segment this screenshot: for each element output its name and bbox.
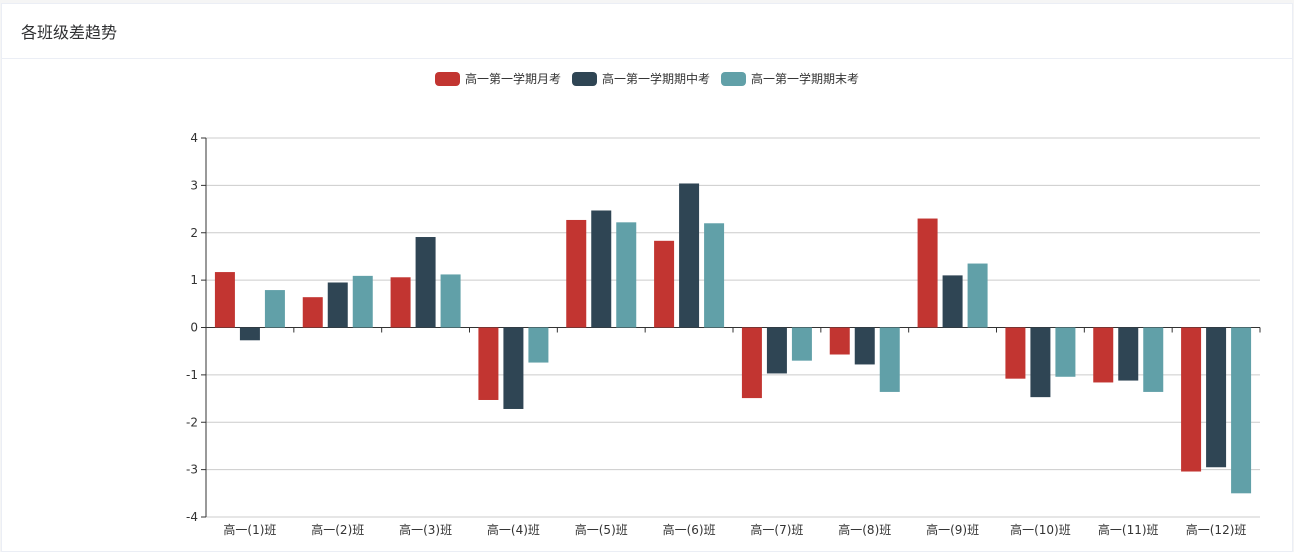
y-tick-label: 2	[190, 226, 198, 240]
bar-2-6	[679, 183, 700, 328]
x-tick-label: 高一(11)班	[1098, 522, 1159, 537]
bar-2-12	[1206, 327, 1227, 468]
legend-item-final[interactable]: 高一第一学期期末考	[721, 70, 859, 87]
legend-item-midterm[interactable]: 高一第一学期期中考	[571, 70, 710, 87]
bar-1-1	[214, 272, 235, 328]
bar-2-3	[415, 237, 436, 328]
y-tick-label: -4	[186, 510, 198, 524]
bar-3-5	[616, 222, 637, 328]
bar-2-5	[591, 210, 612, 328]
bar-1-4	[478, 327, 499, 400]
bar-1-2	[302, 297, 323, 328]
bar-2-1	[239, 327, 260, 341]
bar-3-6	[704, 223, 725, 328]
bar-3-3	[440, 274, 461, 328]
y-tick-label: -3	[186, 463, 198, 477]
x-tick-label: 高一(12)班	[1186, 522, 1247, 537]
bar-1-10	[1005, 327, 1026, 379]
bar-1-9	[917, 218, 938, 328]
bar-1-11	[1093, 327, 1114, 383]
x-tick-label: 高一(8)班	[838, 522, 891, 537]
bar-3-1	[264, 290, 285, 328]
panel-header: 各班级差趋势	[2, 4, 1292, 59]
x-tick-label: 高一(4)班	[487, 522, 540, 537]
x-tick-label: 高一(3)班	[399, 522, 452, 537]
bar-3-8	[879, 327, 900, 392]
x-tick-label: 高一(6)班	[663, 522, 716, 537]
bar-3-7	[791, 327, 812, 361]
legend-label-midterm: 高一第一学期期中考	[601, 72, 710, 86]
bar-2-10	[1030, 327, 1051, 398]
bar-2-7	[766, 327, 787, 374]
x-tick-label: 高一(10)班	[1010, 522, 1071, 537]
bar-3-11	[1143, 327, 1164, 392]
bar-3-9	[967, 263, 988, 328]
y-tick-label: -2	[186, 415, 198, 429]
bar-2-11	[1118, 327, 1139, 381]
chart-legend: 高一第一学期月考 高一第一学期期中考 高一第一学期期末考	[0, 70, 1294, 87]
x-tick-label: 高一(2)班	[311, 522, 364, 537]
bar-2-4	[503, 327, 524, 409]
bar-3-10	[1055, 327, 1076, 377]
bar-2-2	[327, 282, 348, 328]
bar-1-12	[1181, 327, 1202, 472]
legend-label-final: 高一第一学期期末考	[751, 72, 860, 86]
bar-1-5	[566, 219, 587, 328]
x-tick-label: 高一(9)班	[926, 522, 979, 537]
y-tick-label: 4	[190, 131, 198, 145]
legend-item-monthly[interactable]: 高一第一学期月考	[434, 70, 561, 87]
bar-1-6	[654, 240, 675, 328]
x-tick-label: 高一(7)班	[750, 522, 803, 537]
legend-swatch-midterm	[571, 71, 597, 86]
y-tick-label: 1	[190, 273, 198, 287]
bar-3-12	[1231, 327, 1252, 494]
bar-1-8	[829, 327, 850, 355]
bar-3-2	[352, 275, 373, 328]
y-tick-label: -1	[186, 368, 198, 382]
bar-2-9	[942, 275, 963, 328]
legend-label-monthly: 高一第一学期月考	[464, 72, 561, 86]
legend-swatch-final	[721, 71, 746, 86]
y-tick-label: 0	[190, 321, 198, 335]
bar-3-4	[528, 327, 549, 363]
panel-title: 各班级差趋势	[21, 23, 118, 42]
x-tick-label: 高一(1)班	[223, 522, 276, 537]
bar-1-7	[741, 327, 762, 399]
bar-2-8	[854, 327, 875, 365]
y-tick-label: 3	[190, 178, 198, 192]
x-tick-label: 高一(5)班	[575, 522, 628, 537]
bar-1-3	[390, 277, 411, 328]
legend-swatch-monthly	[434, 71, 460, 86]
